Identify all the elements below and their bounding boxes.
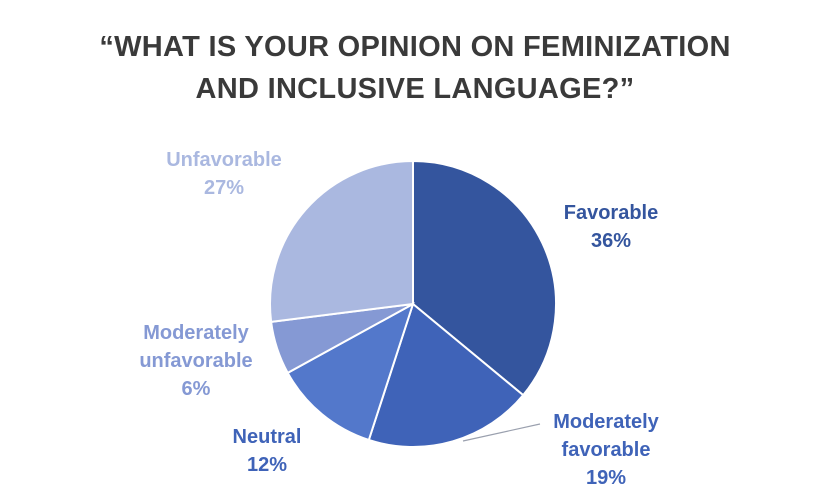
pie-slice-moderately-favorable (367, 302, 525, 448)
slice-label-moderately-favorable-line-2: favorable (562, 439, 651, 461)
slice-label-unfavorable: Unfavorable (166, 149, 282, 171)
pie-slice-neutral (286, 301, 415, 442)
slice-label-moderately-favorable-line-1: Moderately (553, 411, 659, 433)
slice-value-moderately-unfavorable: 6% (182, 378, 211, 400)
slice-labels: Favorable 36% Moderately favorable 19% Neutra… (139, 149, 659, 489)
slice-label-neutral: Neutral (233, 426, 302, 448)
slice-value-unfavorable: 27% (204, 177, 244, 199)
slice-value-favorable: 36% (591, 230, 631, 252)
pie-slice-unfavorable (269, 159, 414, 324)
chart-title-line-2: AND INCLUSIVE LANGUAGE?” (196, 73, 635, 105)
slice-label-favorable: Favorable (564, 202, 658, 224)
slice-label-moderately-unfavorable-line-1: Moderately (143, 322, 249, 344)
leader-line-moderately-favorable (462, 423, 541, 442)
slice-value-moderately-favorable: 19% (586, 467, 626, 489)
pie-slices (269, 159, 557, 448)
slice-label-moderately-unfavorable-line-2: unfavorable (139, 350, 252, 372)
pie-slice-favorable (412, 159, 557, 397)
chart-title-line-1: “WHAT IS YOUR OPINION ON FEMINIZATION (99, 31, 730, 63)
slice-value-neutral: 12% (247, 454, 287, 476)
